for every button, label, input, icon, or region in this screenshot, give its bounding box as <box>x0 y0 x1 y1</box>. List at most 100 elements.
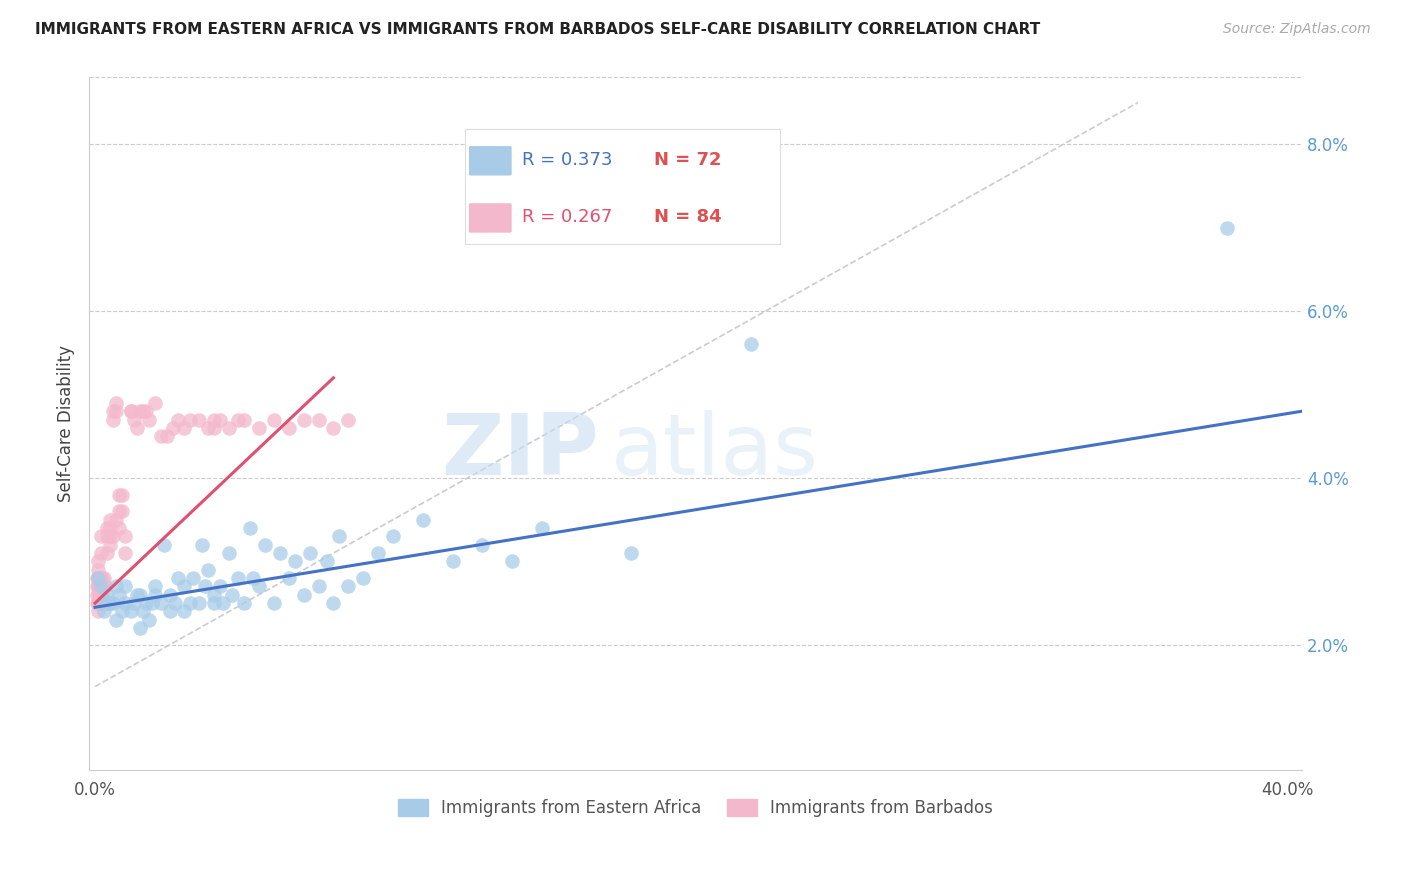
Point <box>209 579 232 593</box>
Point <box>322 596 344 610</box>
Point <box>93 596 115 610</box>
Point <box>209 412 232 426</box>
Point <box>263 596 285 610</box>
Point <box>471 538 494 552</box>
Point <box>242 571 264 585</box>
Point <box>120 604 142 618</box>
Point <box>218 546 240 560</box>
Point <box>194 579 217 593</box>
Point <box>98 596 121 610</box>
Point <box>89 579 111 593</box>
Point <box>114 596 136 610</box>
Point <box>233 596 256 610</box>
Point <box>122 412 145 426</box>
Point <box>86 596 108 610</box>
Point <box>98 529 121 543</box>
Point <box>173 421 195 435</box>
Point <box>253 538 276 552</box>
Point <box>159 588 181 602</box>
Point <box>96 596 118 610</box>
Point <box>114 546 136 560</box>
Point <box>382 529 405 543</box>
Point <box>87 554 110 568</box>
Point <box>308 579 330 593</box>
Point <box>188 596 211 610</box>
Point <box>125 588 148 602</box>
Point <box>89 596 111 610</box>
Point <box>292 588 315 602</box>
Point <box>108 521 131 535</box>
Point <box>94 579 117 593</box>
Point <box>93 571 115 585</box>
Point <box>111 604 134 618</box>
Point <box>352 571 374 585</box>
Point <box>111 488 134 502</box>
Point <box>226 571 249 585</box>
Point <box>167 412 190 426</box>
Point <box>337 579 360 593</box>
Point <box>86 571 108 585</box>
Point <box>98 538 121 552</box>
Point <box>212 596 235 610</box>
Point <box>93 579 115 593</box>
Point <box>218 421 240 435</box>
Point <box>367 546 389 560</box>
Point <box>298 546 321 560</box>
Point <box>93 596 115 610</box>
Point <box>179 596 201 610</box>
Point <box>165 596 187 610</box>
Point <box>149 596 172 610</box>
Point <box>277 571 299 585</box>
Point <box>221 588 243 602</box>
Point <box>284 554 307 568</box>
Legend: Immigrants from Eastern Africa, Immigrants from Barbados: Immigrants from Eastern Africa, Immigran… <box>391 792 1000 824</box>
Text: ZIP: ZIP <box>440 410 599 493</box>
Point <box>87 604 110 618</box>
Point <box>183 571 205 585</box>
Point <box>143 588 166 602</box>
Point <box>93 596 115 610</box>
Point <box>328 529 350 543</box>
Point <box>104 579 127 593</box>
Point <box>94 596 117 610</box>
Point <box>90 579 112 593</box>
Point <box>226 412 249 426</box>
Point <box>101 404 124 418</box>
Point <box>97 596 120 610</box>
Point <box>322 421 344 435</box>
Point <box>135 596 157 610</box>
Point <box>93 604 115 618</box>
Point <box>108 504 131 518</box>
Point <box>132 604 155 618</box>
Point <box>501 554 523 568</box>
Point <box>143 396 166 410</box>
Y-axis label: Self-Care Disability: Self-Care Disability <box>58 345 75 502</box>
Point <box>90 529 112 543</box>
Point <box>191 538 214 552</box>
Text: IMMIGRANTS FROM EASTERN AFRICA VS IMMIGRANTS FROM BARBADOS SELF-CARE DISABILITY : IMMIGRANTS FROM EASTERN AFRICA VS IMMIGR… <box>35 22 1040 37</box>
Point <box>87 571 110 585</box>
Point <box>87 596 110 610</box>
Point <box>125 421 148 435</box>
Point <box>531 521 554 535</box>
Point <box>152 538 174 552</box>
Point <box>87 588 110 602</box>
Point <box>98 596 121 610</box>
Point <box>90 579 112 593</box>
Point <box>233 412 256 426</box>
Point <box>104 513 127 527</box>
Point <box>239 521 262 535</box>
Point <box>120 404 142 418</box>
Point <box>87 579 110 593</box>
Point <box>86 588 108 602</box>
Point <box>90 571 112 585</box>
Point <box>292 412 315 426</box>
Point <box>202 596 225 610</box>
Point <box>96 521 118 535</box>
Point <box>173 579 195 593</box>
Point <box>412 513 434 527</box>
Point <box>101 412 124 426</box>
Point <box>247 421 270 435</box>
Point <box>162 421 184 435</box>
Text: Source: ZipAtlas.com: Source: ZipAtlas.com <box>1223 22 1371 37</box>
